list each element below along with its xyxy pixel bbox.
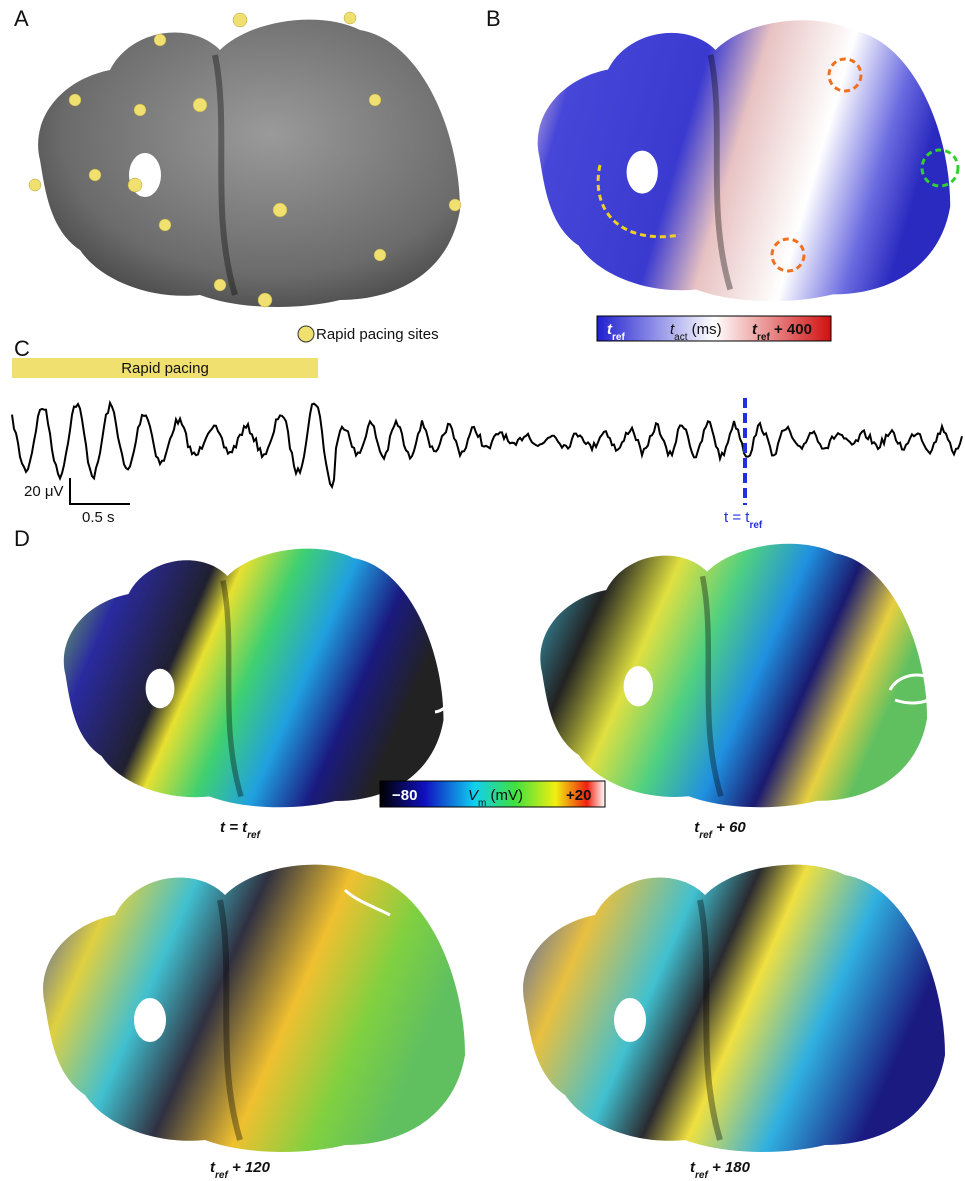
text: + 120 bbox=[228, 1159, 271, 1176]
text: t bbox=[210, 1159, 216, 1176]
colorbar-label: −80 bbox=[392, 787, 417, 804]
text: t = t bbox=[724, 509, 750, 526]
text: + 400 bbox=[770, 321, 812, 338]
text: m bbox=[478, 798, 486, 809]
heart-b bbox=[538, 20, 951, 301]
pacing-bar-label: Rapid pacing bbox=[121, 360, 209, 377]
colorbar-label: tact (ms) bbox=[670, 321, 722, 343]
heart-d3 bbox=[43, 865, 465, 1152]
reference-label: t = tref bbox=[724, 509, 763, 531]
egm-trace bbox=[11, 399, 963, 490]
text: t = t bbox=[220, 819, 248, 836]
text: (mV) bbox=[486, 787, 523, 804]
colorbar-label: tref + 400 bbox=[752, 321, 812, 343]
panel-caption: tref + 120 bbox=[210, 1159, 271, 1181]
panel-label: D bbox=[14, 526, 30, 551]
text: t bbox=[690, 1159, 696, 1176]
text: ref bbox=[215, 1170, 229, 1181]
pacing-sites bbox=[28, 11, 462, 308]
panel-label: C bbox=[14, 336, 30, 361]
text: ref bbox=[612, 332, 625, 343]
text: ref bbox=[695, 1170, 709, 1181]
text: ref bbox=[749, 520, 762, 531]
scale-bar bbox=[69, 478, 130, 505]
panel-caption: t = tref bbox=[220, 819, 262, 841]
text: ref bbox=[247, 830, 261, 841]
text: act bbox=[674, 332, 688, 343]
heart-d2 bbox=[540, 544, 927, 807]
legend-text: Rapid pacing sites bbox=[316, 326, 439, 343]
scale-time: 0.5 s bbox=[82, 509, 115, 526]
text: + 180 bbox=[708, 1159, 751, 1176]
colorbar-d bbox=[379, 780, 606, 808]
text: t bbox=[752, 321, 758, 338]
colorbar-label: Vm (mV) bbox=[468, 787, 523, 809]
text: t bbox=[607, 321, 613, 338]
text: (ms) bbox=[688, 321, 722, 338]
panel-caption: tref + 180 bbox=[690, 1159, 751, 1181]
text: t bbox=[694, 819, 700, 836]
panel-label: B bbox=[486, 6, 501, 31]
colorbar-label: +20 bbox=[566, 787, 591, 804]
text: ref bbox=[699, 830, 713, 841]
heart-d1 bbox=[64, 549, 444, 808]
reentry-markers bbox=[596, 57, 960, 273]
scale-voltage: 20 μV bbox=[24, 483, 64, 500]
pacing-bar bbox=[12, 358, 318, 378]
text: t bbox=[670, 321, 675, 338]
text: ref bbox=[757, 332, 770, 343]
heart-a bbox=[38, 20, 460, 307]
colorbar-label: tref bbox=[607, 321, 625, 343]
panel-label: A bbox=[14, 6, 29, 31]
text: + 60 bbox=[712, 819, 746, 836]
legend-marker bbox=[297, 325, 315, 343]
text: V bbox=[468, 787, 480, 804]
panel-caption: tref + 60 bbox=[694, 819, 746, 841]
rotation-arrows bbox=[343, 669, 942, 947]
colorbar-b bbox=[596, 315, 832, 342]
heart-d4 bbox=[523, 865, 945, 1152]
